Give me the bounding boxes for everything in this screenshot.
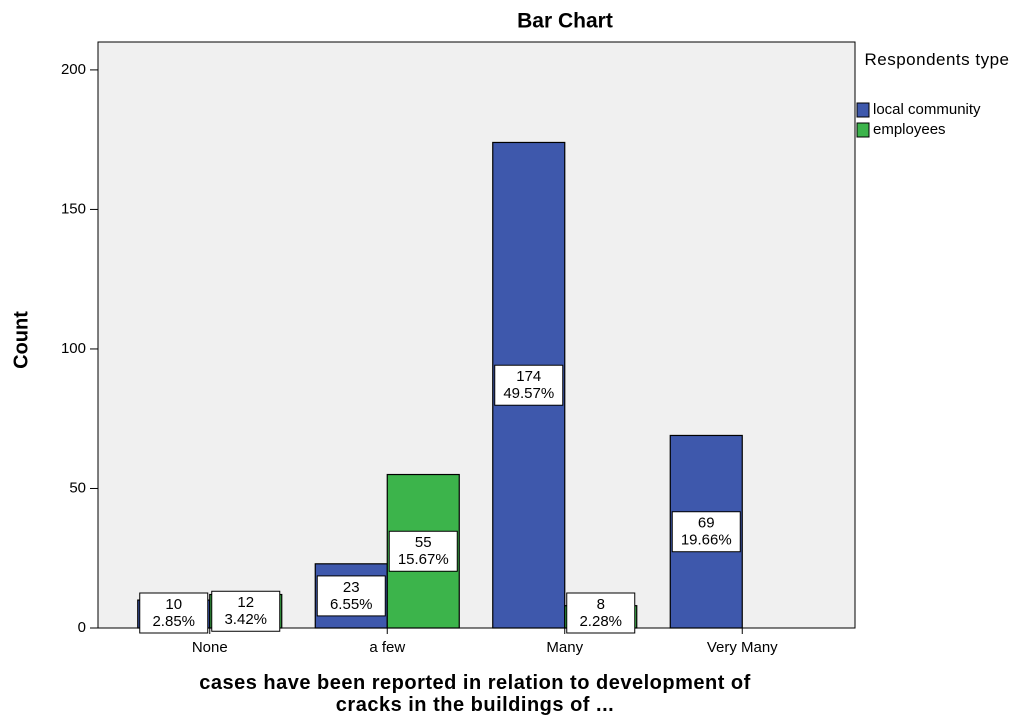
data-label: 55 [415, 534, 432, 551]
data-label: 8 [597, 596, 605, 613]
label-box [316, 575, 386, 617]
x-axis-title: cases have been reported in relation to … [199, 672, 751, 716]
y-tick-label: 0 [78, 619, 86, 636]
x-tick-label: a few [369, 639, 405, 656]
legend-label: local community [873, 101, 981, 118]
data-label: 69 [698, 515, 715, 532]
percent-label: 15.67% [398, 551, 449, 568]
x-tick-label: None [192, 639, 228, 656]
data-label: 10 [165, 596, 182, 613]
label-box [388, 530, 458, 572]
y-tick-label: 100 [61, 340, 86, 357]
percent-label: 19.66% [681, 532, 732, 549]
y-tick-label: 200 [61, 61, 86, 78]
x-tick-label: Very Many [707, 639, 778, 656]
percent-label: 2.85% [152, 613, 195, 630]
x-tick-label: Many [546, 639, 583, 656]
data-label: 12 [237, 594, 254, 611]
label-box [494, 364, 564, 406]
percent-label: 6.55% [330, 596, 373, 613]
label-box [139, 592, 209, 634]
legend-label: employees [873, 121, 946, 138]
percent-label: 3.42% [224, 611, 267, 628]
y-tick-label: 50 [69, 479, 86, 496]
y-axis-title: Count [10, 311, 32, 369]
percent-label: 2.28% [579, 613, 622, 630]
percent-label: 49.57% [503, 385, 554, 402]
legend-swatch [856, 102, 870, 118]
legend-swatch [856, 122, 870, 138]
legend-title: Respondents type [864, 50, 1010, 69]
data-label: 23 [343, 579, 360, 596]
label-box [211, 590, 281, 632]
label-box [671, 511, 741, 553]
label-box [566, 592, 636, 634]
data-label: 174 [516, 368, 541, 385]
chart-title: Bar Chart [517, 10, 613, 33]
y-tick-label: 150 [61, 200, 86, 217]
